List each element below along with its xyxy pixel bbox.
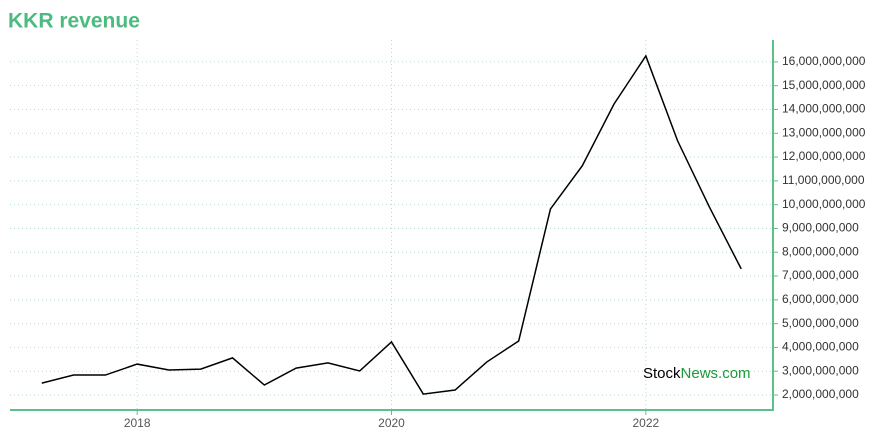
- watermark-part: News.com: [681, 365, 751, 382]
- y-tick-label: 7,000,000,000: [782, 268, 859, 282]
- line-series: [41, 54, 742, 395]
- watermark: StockNews.com: [643, 365, 751, 382]
- y-tick-label: 14,000,000,000: [782, 102, 866, 116]
- x-tick-label: 2020: [378, 416, 405, 430]
- y-tick-label: 8,000,000,000: [782, 244, 859, 258]
- x-tick-label: 2022: [632, 416, 659, 430]
- chart-title: KKR revenue: [8, 10, 140, 33]
- y-tick-label: 15,000,000,000: [782, 78, 866, 92]
- x-tick-label: 2018: [124, 416, 151, 430]
- y-tick-label: 12,000,000,000: [782, 149, 866, 163]
- y-tick-label: 4,000,000,000: [782, 340, 859, 354]
- y-tick-label: 9,000,000,000: [782, 221, 859, 235]
- y-tick-label: 6,000,000,000: [782, 292, 859, 306]
- y-tick-label: 13,000,000,000: [782, 125, 866, 139]
- y-tick-label: 10,000,000,000: [782, 197, 866, 211]
- y-tick-label: 16,000,000,000: [782, 54, 866, 68]
- y-tick-label: 2,000,000,000: [782, 387, 859, 401]
- y-tick-label: 3,000,000,000: [782, 363, 859, 377]
- y-tick-label: 11,000,000,000: [782, 173, 865, 187]
- watermark-part: Stock: [643, 365, 681, 382]
- y-tick-label: 5,000,000,000: [782, 316, 859, 330]
